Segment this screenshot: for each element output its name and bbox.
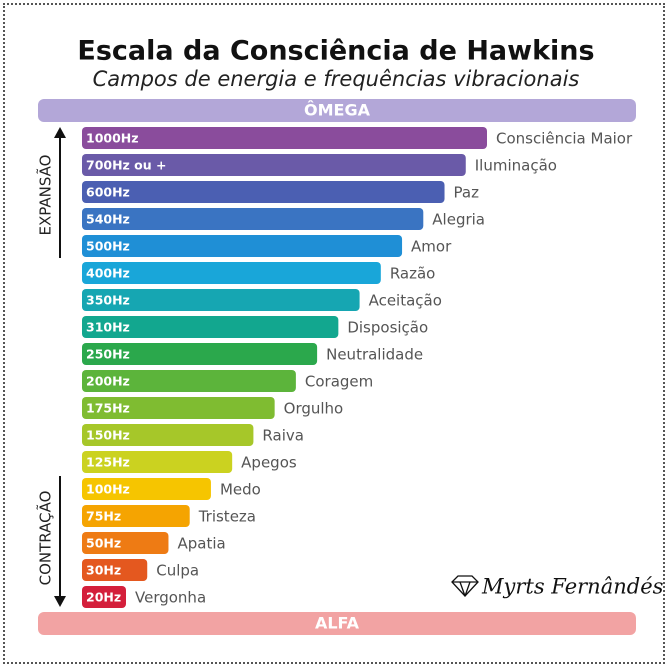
level-frequency: 500Hz [86,239,130,254]
level-bar [82,181,445,203]
level-frequency: 540Hz [86,212,130,227]
bottom-label: ALFA [315,614,360,633]
level-frequency: 250Hz [86,347,130,362]
level-name: Neutralidade [326,346,423,364]
level-frequency: 150Hz [86,428,130,443]
level-frequency: 30Hz [86,563,121,578]
level-frequency: 75Hz [86,509,121,524]
level-name: Medo [220,481,261,499]
level-bar [82,208,424,230]
expansion-label: EXPANSÃO [36,155,55,236]
level-bar [82,424,254,446]
level-bar [82,154,466,176]
level-bar [82,532,169,554]
level-bar [82,397,275,419]
level-name: Aceitação [369,292,442,310]
level-name: Apatia [177,535,225,553]
frame [3,3,665,664]
level-name: Paz [454,184,480,202]
top-label: ÔMEGA [304,101,371,120]
bottom-band [38,612,636,635]
level-bar [82,289,360,311]
level-bar [82,370,296,392]
level-name: Alegria [432,211,485,229]
level-name: Iluminação [475,157,557,175]
contraction-arrowhead [54,596,66,607]
top-band [38,99,636,122]
level-frequency: 400Hz [86,266,130,281]
level-frequency: 350Hz [86,293,130,308]
level-name: Culpa [156,562,199,580]
level-bar [82,316,339,338]
level-bar [82,451,233,473]
level-bar [82,478,211,500]
level-name: Amor [411,238,452,256]
level-frequency: 125Hz [86,455,130,470]
level-bar [82,586,126,608]
title: Escala da Consciência de Hawkins [77,36,594,67]
level-bar [82,559,148,581]
level-frequency: 200Hz [86,374,130,389]
level-bar [82,235,403,257]
level-name: Vergonha [135,589,206,607]
level-bar [82,127,487,149]
level-name: Disposição [347,319,428,337]
level-frequency: 700Hz ou + [86,158,167,173]
level-frequency: 50Hz [86,536,121,551]
level-name: Apegos [241,454,297,472]
level-frequency: 310Hz [86,320,130,335]
level-name: Raiva [262,427,304,445]
level-bar [82,505,190,527]
signature: Myrts Fernândés [481,575,664,599]
subtitle: Campos de energia e frequências vibracio… [93,67,580,91]
level-bar [82,343,318,365]
diamond-icon [451,575,479,597]
level-frequency: 600Hz [86,185,130,200]
level-frequency: 175Hz [86,401,130,416]
expansion-arrowhead [54,127,66,138]
level-name: Consciência Maior [496,130,633,148]
level-name: Tristeza [198,508,256,526]
level-bar [82,262,381,284]
level-frequency: 1000Hz [86,131,139,146]
level-name: Orgulho [284,400,344,418]
level-name: Coragem [305,373,373,391]
level-frequency: 20Hz [86,590,121,605]
level-name: Razão [390,265,436,283]
level-frequency: 100Hz [86,482,130,497]
contraction-label: CONTRAÇÃO [36,491,55,586]
